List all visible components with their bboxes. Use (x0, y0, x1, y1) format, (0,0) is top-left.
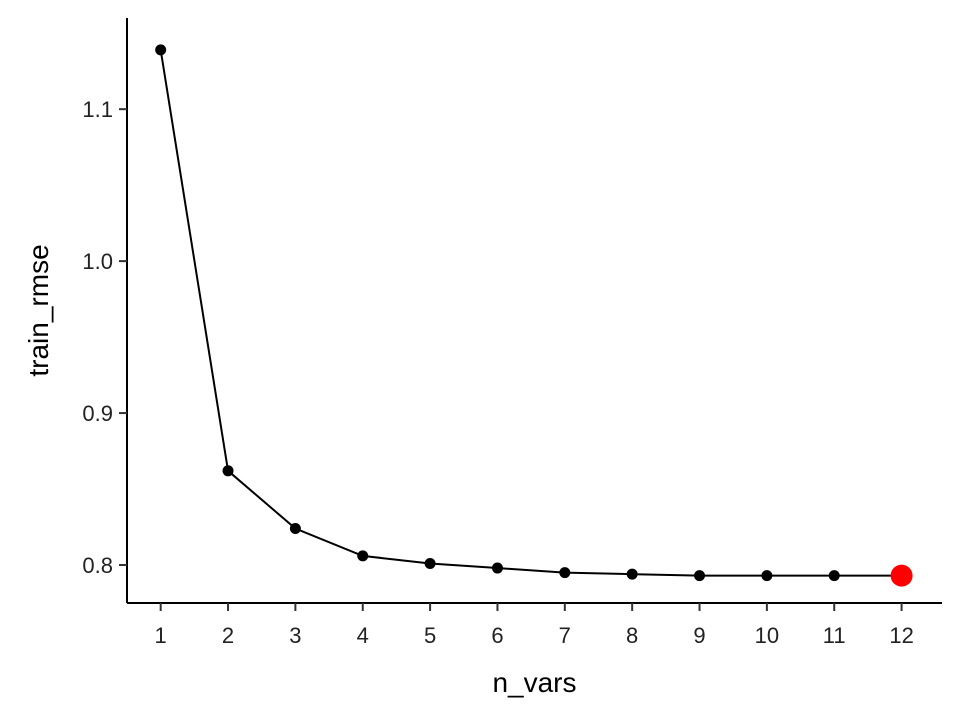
data-point (761, 570, 773, 582)
data-point (155, 44, 167, 56)
data-point (222, 465, 234, 477)
y-tick-label: 0.8 (82, 553, 113, 578)
x-tick-label: 6 (491, 623, 503, 648)
data-point (491, 562, 503, 574)
x-tick-label: 2 (222, 623, 234, 648)
y-axis-ticks: 0.8 0.9 1.0 1.1 (82, 97, 127, 578)
data-point (694, 570, 706, 582)
data-point (626, 568, 638, 580)
series-line (159, 49, 902, 577)
data-point (424, 557, 436, 569)
x-tick-label: 1 (155, 623, 167, 648)
y-tick-label: 1.1 (82, 97, 113, 122)
x-tick-label: 5 (424, 623, 436, 648)
data-point (828, 570, 840, 582)
x-tick-label: 10 (755, 623, 779, 648)
data-point (357, 550, 369, 562)
x-tick-label: 4 (357, 623, 369, 648)
x-tick-label: 8 (626, 623, 638, 648)
x-tick-label: 12 (889, 623, 913, 648)
y-axis-title: train_rmse (23, 244, 54, 376)
plot-area (155, 44, 913, 587)
x-axis-title: n_vars (492, 667, 576, 698)
data-point (559, 567, 571, 579)
x-axis-ticks: 1 2 3 4 5 6 7 8 9 10 11 12 (155, 603, 914, 648)
y-tick-label: 1.0 (82, 249, 113, 274)
x-tick-label: 3 (289, 623, 301, 648)
x-tick-label: 9 (693, 623, 705, 648)
x-tick-label: 11 (823, 623, 846, 648)
data-point (289, 523, 301, 535)
y-tick-label: 0.9 (82, 401, 113, 426)
highlight-point (890, 564, 913, 587)
x-tick-label: 7 (559, 623, 571, 648)
